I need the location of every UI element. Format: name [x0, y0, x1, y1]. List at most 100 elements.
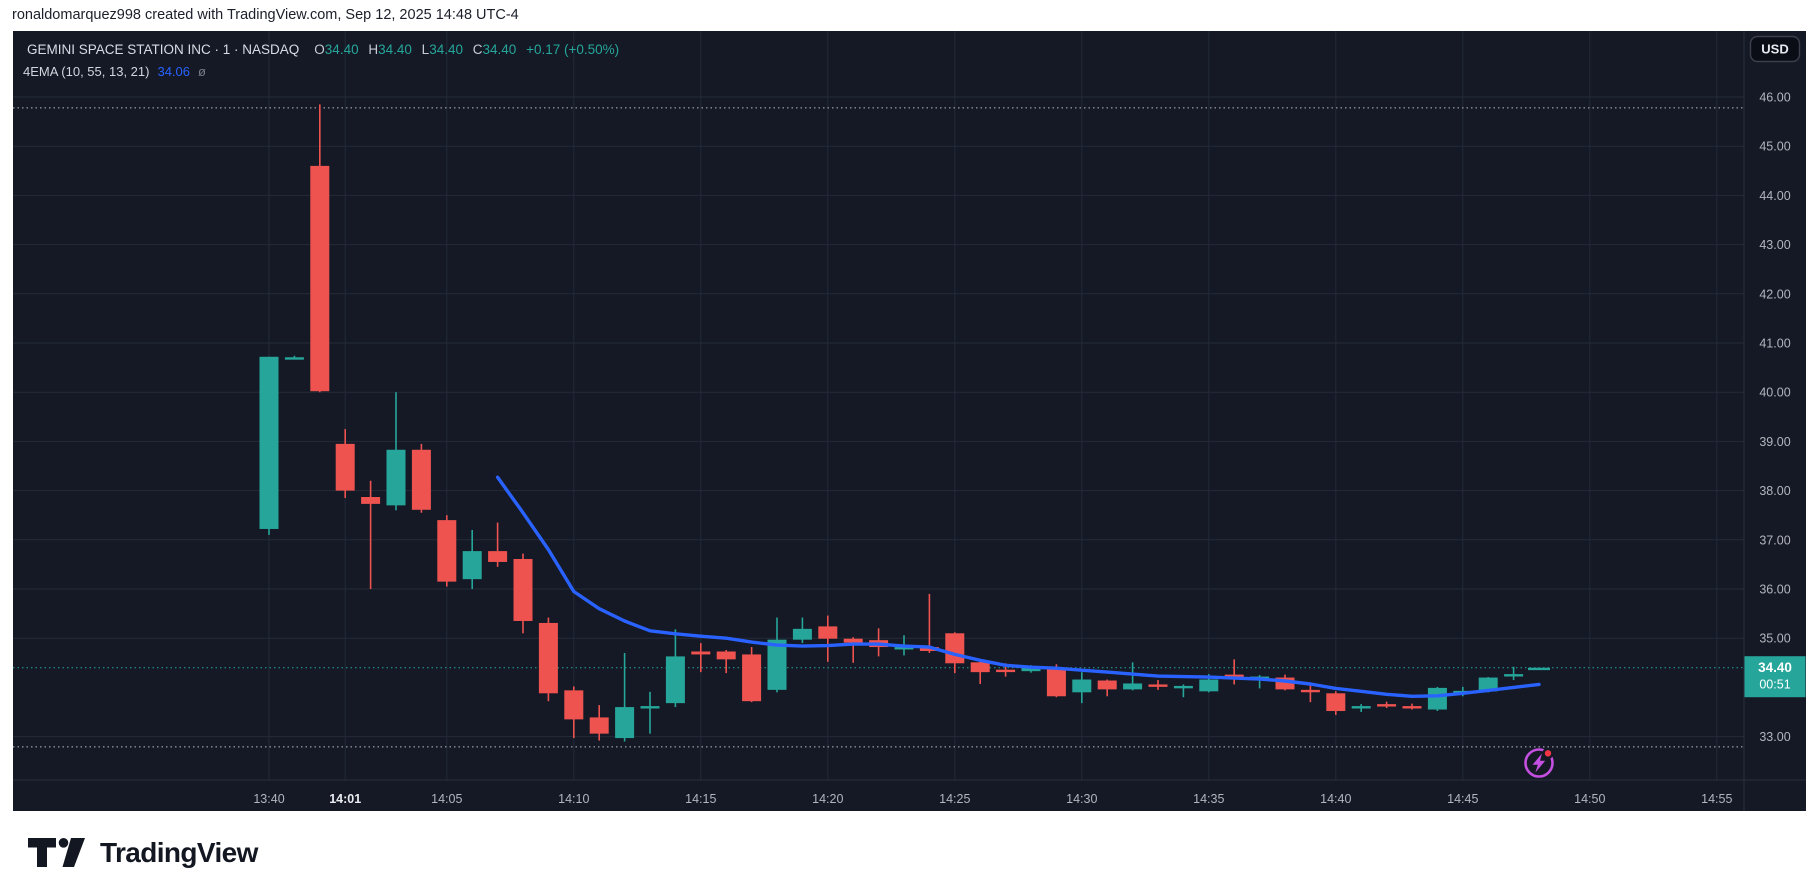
- currency-button-label: USD: [1761, 42, 1788, 57]
- close-label: C: [472, 42, 483, 57]
- candle-body: [996, 669, 1016, 673]
- footer-bar: TradingView: [0, 811, 1815, 891]
- candle-body: [615, 707, 635, 739]
- candle-body: [792, 628, 812, 640]
- candle-body: [1072, 679, 1092, 693]
- chart-legend[interactable]: GEMINI SPACE STATION INC · 1 · NASDAQ O 3…: [27, 42, 619, 57]
- indicator-source-symbol: ø: [198, 64, 206, 79]
- candle-body: [1427, 687, 1447, 710]
- ema-line: [495, 475, 1541, 698]
- price-tick-label: 40.00: [1759, 386, 1790, 400]
- candle-body: [564, 690, 584, 720]
- chart-panel[interactable]: 46.00 45.00 44.00 43.00 42.00 41.00 40.00 39.00…: [13, 31, 1806, 811]
- price-tick-label: 46.00: [1759, 91, 1790, 105]
- candle-body: [1504, 674, 1524, 677]
- price-tick-label: 33.00: [1759, 730, 1790, 744]
- price-tick-label: 37.00: [1759, 533, 1790, 547]
- tradingview-logo-icon: [28, 838, 85, 867]
- time-tick-label: 14:20: [812, 792, 843, 806]
- time-tick-label: 14:40: [1320, 792, 1351, 806]
- last-price-value: 34.40: [1758, 660, 1792, 675]
- candle-body: [1351, 706, 1371, 709]
- time-tick-label: 14:30: [1066, 792, 1097, 806]
- candle-body: [1300, 689, 1320, 693]
- candle-body: [919, 647, 939, 651]
- low-label: L: [421, 42, 430, 57]
- candle-body: [1275, 677, 1295, 690]
- time-tick-label: 14:50: [1574, 792, 1605, 806]
- time-tick-label: 14:25: [939, 792, 970, 806]
- price-tick-label: 38.00: [1759, 484, 1790, 498]
- time-tick-label: 14:01: [329, 792, 361, 806]
- tradingview-logo-text: TradingView: [100, 837, 258, 868]
- bar-countdown: 00:51: [1759, 678, 1790, 692]
- candle-body: [945, 633, 965, 664]
- candle-body: [538, 622, 558, 694]
- price-tick-label: 39.00: [1759, 435, 1790, 449]
- time-tick-label: 13:40: [253, 792, 284, 806]
- candle-body: [894, 647, 914, 650]
- time-axis-strip[interactable]: [13, 780, 1806, 811]
- candle-body: [818, 626, 838, 639]
- candle-body: [665, 656, 685, 704]
- time-tick-label: 14:05: [431, 792, 462, 806]
- last-price-badge: [1744, 656, 1806, 698]
- candle-body: [691, 651, 711, 655]
- time-tick-label: 14:15: [685, 792, 716, 806]
- candle-body: [386, 449, 406, 506]
- price-tick-label: 44.00: [1759, 189, 1790, 203]
- symbol-title[interactable]: GEMINI SPACE STATION INC · 1 · NASDAQ: [27, 42, 300, 57]
- time-tick-label: 14:10: [558, 792, 589, 806]
- low-value: 34.40: [429, 42, 463, 57]
- tradingview-logo[interactable]: TradingView: [28, 837, 258, 869]
- open-label: O: [314, 42, 325, 57]
- candle-body: [513, 558, 533, 621]
- candle-body: [1173, 685, 1193, 689]
- candle-body: [843, 638, 863, 643]
- indicator-legend[interactable]: 4EMA (10, 55, 13, 21) 34.06 ø: [23, 64, 206, 79]
- price-tick-label: 35.00: [1759, 632, 1790, 646]
- candle-body: [1478, 677, 1498, 692]
- indicator-name[interactable]: 4EMA (10, 55, 13, 21): [23, 64, 150, 79]
- candlestick-chart[interactable]: 46.00 45.00 44.00 43.00 42.00 41.00 40.00 39.00…: [13, 31, 1806, 811]
- attribution-text: ronaldomarquez998 created with TradingVi…: [12, 7, 519, 23]
- candle-body: [1046, 668, 1066, 697]
- candle-body: [1123, 683, 1143, 690]
- candle-body: [970, 662, 990, 673]
- candle-body: [488, 551, 508, 562]
- currency-button[interactable]: [1749, 35, 1801, 63]
- time-tick-label: 14:45: [1447, 792, 1478, 806]
- candle-body: [437, 520, 457, 582]
- change-value: +0.17 (+0.50%): [526, 42, 620, 57]
- candle-body: [1097, 680, 1117, 690]
- candle-body: [1528, 667, 1550, 671]
- candle-body: [767, 639, 787, 690]
- candle-body: [1199, 679, 1219, 692]
- time-tick-label: 14:55: [1701, 792, 1732, 806]
- candle-body: [462, 551, 482, 580]
- price-tick-label: 45.00: [1759, 140, 1790, 154]
- high-value: 34.40: [378, 42, 412, 57]
- candle-body: [640, 706, 660, 709]
- indicator-value: 34.06: [157, 64, 191, 79]
- notification-dot: [1542, 747, 1554, 759]
- candle-body: [1402, 706, 1422, 709]
- price-tick-label: 36.00: [1759, 583, 1790, 597]
- candle-body: [1377, 704, 1397, 707]
- candle-body: [1148, 684, 1168, 687]
- time-tick-label: 14:35: [1193, 792, 1224, 806]
- lightning-bolt-icon: [1532, 753, 1546, 773]
- candle-body: [259, 356, 279, 529]
- candle-body: [716, 651, 736, 660]
- price-tick-label: 42.00: [1759, 287, 1790, 301]
- candle-body: [1326, 693, 1346, 712]
- price-tick-label: 43.00: [1759, 238, 1790, 252]
- ohlc-readout: O34.40 H34.40 L34.40 C34.40 +0.17 (+0.50…: [308, 42, 619, 57]
- candle-body: [284, 357, 304, 360]
- candle-body: [335, 443, 355, 491]
- high-label: H: [368, 42, 379, 57]
- candle-body: [310, 165, 330, 392]
- candle-body: [589, 717, 609, 734]
- candle-body: [411, 449, 431, 510]
